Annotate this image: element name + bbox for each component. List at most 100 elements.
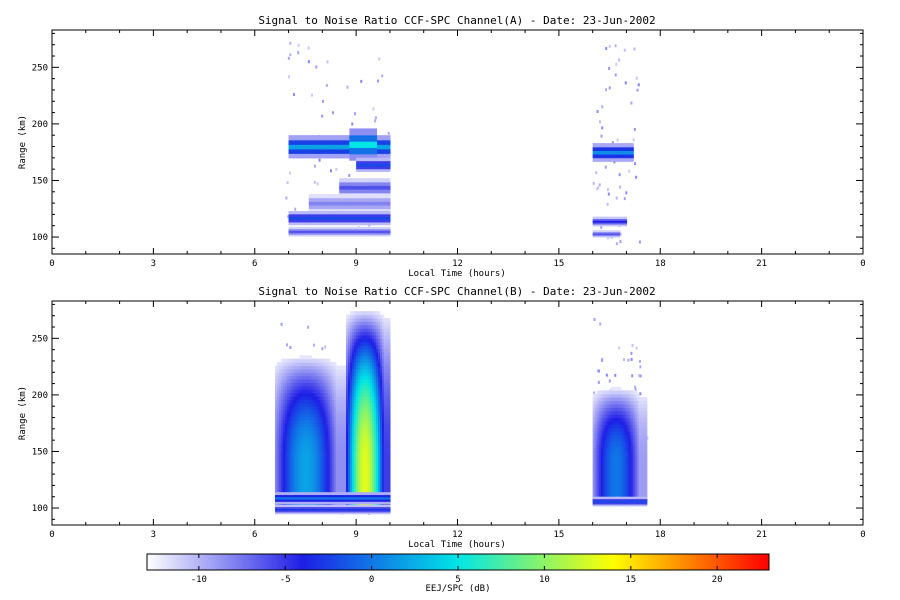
layer-cell <box>324 221 327 226</box>
layer-cell <box>372 128 376 136</box>
plume-cell <box>385 396 389 401</box>
plume-cell <box>367 453 371 458</box>
layer-cell <box>373 185 377 190</box>
layer-cell <box>351 181 355 187</box>
plume-cell <box>365 487 369 492</box>
plume-cell <box>345 334 349 339</box>
plume-cell <box>604 410 608 415</box>
plume-cell <box>377 474 381 479</box>
plume-cell <box>301 402 305 407</box>
layer-cell <box>302 232 306 235</box>
layer-cell <box>320 139 323 145</box>
plume-cell <box>281 467 284 472</box>
layer-cell <box>604 232 607 235</box>
plume-cell <box>297 429 300 434</box>
layer-cell <box>376 153 379 159</box>
plume-cell <box>385 463 389 468</box>
layer-cell <box>376 194 379 199</box>
plume-cell <box>325 477 329 482</box>
plume-cell <box>351 487 355 492</box>
layer-cell <box>352 234 355 237</box>
plume-cell <box>355 477 359 482</box>
plume-cell <box>361 396 365 401</box>
plume-cell <box>287 402 290 407</box>
layer-cell <box>592 150 596 155</box>
layer-cell <box>598 231 601 234</box>
plume-cell <box>331 368 335 373</box>
plume-cell <box>387 399 391 404</box>
plume-cell <box>289 402 292 407</box>
layer-cell <box>615 232 619 235</box>
plume-cell <box>345 426 349 431</box>
plume-cell <box>387 328 391 333</box>
plume-cell <box>357 446 361 451</box>
plume-cell <box>365 484 369 489</box>
layer-cell <box>304 148 308 154</box>
plume-cell <box>377 317 381 322</box>
plume-cell <box>359 362 363 367</box>
plume-cell <box>275 413 278 417</box>
plume-cell <box>329 399 333 404</box>
layer-cell <box>362 194 365 199</box>
plume-cell <box>319 440 323 445</box>
plume-cell <box>295 480 298 485</box>
layer-cell <box>340 232 343 235</box>
plume-cell <box>345 457 349 462</box>
plume-cell <box>291 446 294 451</box>
plume-cell <box>347 433 351 438</box>
plume-cell <box>596 454 600 459</box>
plume-cell <box>369 406 373 411</box>
plume-cell <box>365 317 369 322</box>
plume-cell <box>339 463 343 468</box>
plume-cell <box>610 441 614 446</box>
plume-cell <box>301 375 305 380</box>
noise-speck <box>608 86 611 90</box>
plume-cell <box>381 463 385 468</box>
noise-speck <box>631 374 634 378</box>
plume-cell <box>361 334 365 339</box>
layer-cell <box>360 213 363 218</box>
plume-cell <box>383 419 387 424</box>
plume-cell <box>279 392 282 397</box>
plume-cell <box>387 487 391 492</box>
plume-cell <box>285 382 288 387</box>
layer-cell <box>604 223 608 227</box>
plume-cell <box>319 467 323 472</box>
plume-cell <box>323 399 327 404</box>
plume-cell <box>381 365 385 370</box>
plume-cell <box>592 434 596 439</box>
plume-cell <box>295 457 298 462</box>
noise-speck <box>606 202 609 206</box>
layer-cell <box>377 144 381 150</box>
plume-cell <box>367 379 371 384</box>
plume-cell <box>313 375 317 380</box>
plume-cell <box>361 382 365 387</box>
layer-cell <box>326 201 330 206</box>
plume-cell <box>291 487 294 492</box>
plume-cell <box>319 429 323 434</box>
layer-cell <box>366 141 370 149</box>
plume-cell <box>363 372 367 377</box>
layer-cell <box>371 178 375 183</box>
plume-cell <box>305 385 309 390</box>
plume-cell <box>371 328 375 333</box>
plume-cell <box>604 390 608 395</box>
plume-cell <box>606 431 610 436</box>
layer-cell <box>296 226 300 230</box>
layer-cell <box>355 178 359 183</box>
plume-cell <box>339 423 343 428</box>
plume-cell <box>357 440 361 445</box>
plume-cell <box>323 443 327 448</box>
plume-cell <box>343 385 347 390</box>
plume-cell <box>309 460 313 465</box>
plume-cell <box>363 379 367 384</box>
plume-cell <box>311 365 315 370</box>
layer-cell <box>614 157 618 162</box>
layer-cell <box>614 222 618 225</box>
plume-cell <box>375 375 379 380</box>
plume-cell <box>365 368 369 373</box>
plume-cell <box>608 471 612 476</box>
layer-cell <box>306 234 310 237</box>
plume-cell <box>321 385 325 390</box>
layer-cell <box>375 181 379 187</box>
